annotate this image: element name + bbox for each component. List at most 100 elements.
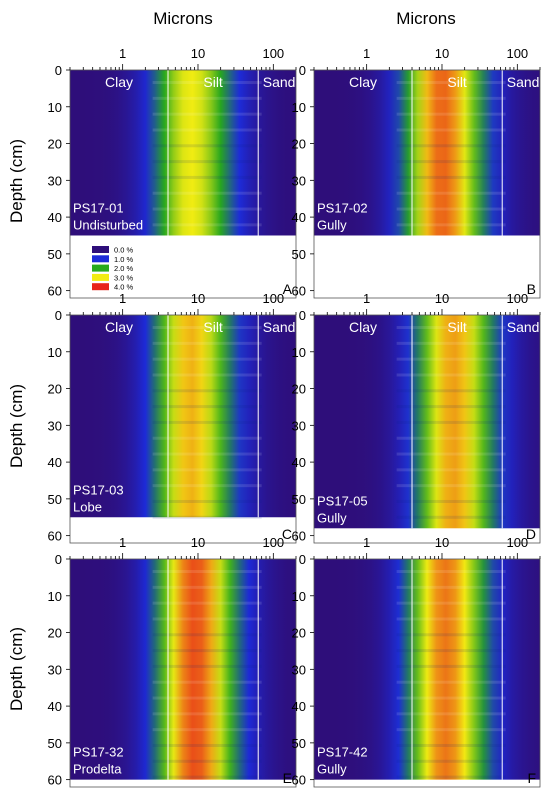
- layer-stripe: [152, 664, 262, 668]
- layer-stripe: [152, 436, 262, 440]
- x-tick-label: 100: [506, 46, 528, 61]
- core-id: PS17-02: [317, 200, 368, 215]
- layer-stripe: [152, 81, 262, 85]
- layer-stripe: [152, 96, 262, 100]
- plot-frame: [69, 314, 297, 544]
- x-tick-label: 100: [506, 291, 528, 306]
- y-tick-label: 0: [55, 552, 62, 567]
- x-tick-label: 100: [262, 535, 284, 550]
- y-tick-label: 0: [55, 63, 62, 78]
- layer-stripe: [152, 128, 262, 132]
- layer-stripe: [152, 759, 262, 763]
- y-tick-label: 10: [292, 100, 306, 115]
- y-tick-label: 40: [48, 455, 62, 470]
- y-tick-label: 60: [292, 773, 306, 788]
- layer-stripe: [152, 499, 262, 503]
- size-class-label: Silt: [203, 319, 223, 335]
- layer-stripe: [152, 680, 262, 684]
- y-axis-title-row2: Depth (cm): [7, 384, 26, 468]
- y-axis-title-row3: Depth (cm): [7, 627, 26, 711]
- layer-stripe: [152, 112, 262, 116]
- x-tick-label: 1: [119, 46, 126, 61]
- layer-stripe: [396, 601, 506, 605]
- y-tick-label: 40: [48, 699, 62, 714]
- y-tick-label: 20: [48, 382, 62, 397]
- core-id: PS17-32: [73, 745, 124, 760]
- plot-frame: [69, 69, 297, 299]
- y-tick-label: 0: [299, 308, 306, 323]
- layer-stripe: [396, 696, 506, 700]
- layer-stripe: [396, 341, 506, 345]
- layer-stripe: [396, 585, 506, 589]
- layer-stripe: [152, 191, 262, 195]
- y-tick-label: 50: [48, 736, 62, 751]
- y-tick-label: 10: [48, 589, 62, 604]
- panel-E: 1 10 100 0 10 20 30 40 50 60 PS17-32 Prodelta E: [48, 535, 297, 788]
- y-tick-label: 40: [292, 210, 306, 225]
- core-setting: Gully: [317, 510, 347, 525]
- layer-stripe: [396, 160, 506, 164]
- x-tick-label: 1: [363, 46, 370, 61]
- panel-letter: C: [282, 526, 292, 542]
- y-tick-label: 60: [48, 773, 62, 788]
- layer-stripe: [152, 468, 262, 472]
- y-tick-label: 50: [292, 492, 306, 507]
- x-tick-label: 1: [363, 291, 370, 306]
- layer-stripe: [396, 452, 506, 456]
- layer-stripe: [396, 326, 506, 330]
- x-tick-label: 10: [435, 46, 449, 61]
- legend-swatch: [92, 264, 109, 272]
- layer-stripe: [152, 712, 262, 716]
- y-tick-label: 0: [299, 63, 306, 78]
- legend-swatch: [92, 255, 109, 263]
- x-axis-title-left: Microns: [153, 9, 213, 28]
- y-tick-label: 40: [48, 210, 62, 225]
- core-id: PS17-01: [73, 200, 124, 215]
- x-tick-label: 10: [191, 291, 205, 306]
- panel-letter: A: [283, 281, 293, 297]
- y-tick-label: 30: [292, 662, 306, 677]
- y-tick-label: 10: [292, 345, 306, 360]
- y-axis-title-row1: Depth (cm): [7, 139, 26, 223]
- layer-stripe: [152, 341, 262, 345]
- layer-stripe: [396, 175, 506, 179]
- x-tick-label: 10: [435, 535, 449, 550]
- layer-stripe: [396, 484, 506, 488]
- y-tick-label: 30: [292, 173, 306, 188]
- layer-stripe: [152, 585, 262, 589]
- layer-stripe: [152, 570, 262, 574]
- y-tick-label: 60: [48, 529, 62, 544]
- layer-stripe: [396, 617, 506, 621]
- y-tick-label: 20: [292, 626, 306, 641]
- layer-stripe: [152, 175, 262, 179]
- y-tick-label: 30: [48, 662, 62, 677]
- plot-frame: [313, 558, 541, 788]
- size-class-label: Clay: [105, 319, 133, 335]
- legend: 0.0 %1.0 %2.0 %3.0 %4.0 %: [92, 246, 134, 292]
- layer-stripe: [152, 207, 262, 211]
- layer-stripe: [396, 515, 506, 519]
- layer-stripe: [396, 373, 506, 377]
- layer-stripe: [152, 728, 262, 732]
- layer-stripe: [152, 743, 262, 747]
- x-tick-label: 100: [262, 46, 284, 61]
- layer-stripe: [396, 728, 506, 732]
- core-setting: Gully: [317, 217, 347, 232]
- layer-stripe: [396, 389, 506, 393]
- layer-stripe: [396, 499, 506, 503]
- y-tick-label: 30: [48, 418, 62, 433]
- panel-D: 1 10 100 0 10 20 30 40 50 60 Clay Silt Sand PS17-05 Gu…: [292, 291, 541, 544]
- y-tick-label: 20: [48, 137, 62, 152]
- layer-stripe: [396, 468, 506, 472]
- layer-stripe: [152, 420, 262, 424]
- legend-label: 1.0 %: [114, 255, 134, 264]
- layer-stripe: [396, 436, 506, 440]
- layer-stripe: [152, 144, 262, 148]
- layer-stripe: [152, 649, 262, 653]
- x-tick-label: 100: [262, 291, 284, 306]
- x-tick-label: 1: [119, 291, 126, 306]
- y-tick-label: 40: [292, 455, 306, 470]
- layer-stripe: [396, 420, 506, 424]
- layer-stripe: [152, 617, 262, 621]
